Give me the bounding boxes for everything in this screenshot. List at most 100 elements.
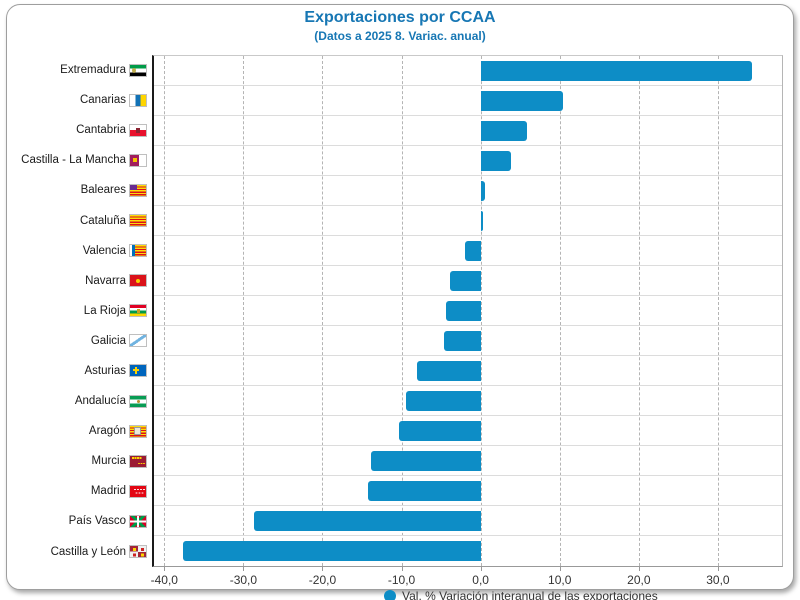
category-label: Murcia bbox=[91, 455, 126, 468]
flag-castilla-la-mancha-icon bbox=[129, 153, 147, 167]
plot-row bbox=[154, 236, 782, 266]
category-row: Cataluña bbox=[0, 205, 148, 235]
plot-row bbox=[154, 56, 782, 86]
tick-label: -20,0 bbox=[308, 573, 337, 587]
plot-row bbox=[154, 176, 782, 206]
flag-murcia-icon bbox=[129, 454, 147, 468]
category-label: Canarias bbox=[79, 94, 126, 107]
vertical-gridline bbox=[638, 56, 640, 566]
plot-row bbox=[154, 146, 782, 176]
vertical-gridline bbox=[322, 56, 324, 566]
flag-castilla-y-leon-icon bbox=[129, 545, 147, 559]
category-label: Valencia bbox=[82, 244, 126, 257]
flag-la-rioja-icon bbox=[129, 304, 147, 318]
plot-row bbox=[154, 476, 782, 506]
chart-title: Exportaciones por CCAA bbox=[304, 9, 496, 26]
vertical-gridline bbox=[243, 56, 245, 566]
tick-mark bbox=[164, 567, 166, 571]
category-label: Navarra bbox=[85, 274, 126, 287]
category-row: Aragón bbox=[0, 416, 148, 446]
flag-canarias-icon bbox=[129, 93, 147, 107]
category-label: País Vasco bbox=[68, 515, 126, 528]
vertical-gridline bbox=[164, 56, 166, 566]
category-row: Asturias bbox=[0, 356, 148, 386]
bar[interactable] bbox=[449, 271, 481, 291]
bar[interactable] bbox=[445, 301, 481, 321]
category-row: Galicia bbox=[0, 326, 148, 356]
category-row: Castilla - La Mancha bbox=[0, 145, 148, 175]
tick-mark bbox=[401, 567, 403, 571]
bar[interactable] bbox=[417, 361, 481, 381]
category-label: Castilla y León bbox=[50, 545, 126, 558]
category-row: Castilla y León bbox=[0, 537, 148, 567]
tick-mark bbox=[559, 567, 561, 571]
vertical-gridline bbox=[717, 56, 719, 566]
tick-mark bbox=[480, 567, 482, 571]
vertical-gridline bbox=[480, 56, 482, 566]
flag-asturias-icon bbox=[129, 364, 147, 378]
bar[interactable] bbox=[480, 211, 483, 231]
tick-label: -40,0 bbox=[150, 573, 178, 587]
category-row: Navarra bbox=[0, 266, 148, 296]
bar[interactable] bbox=[254, 511, 481, 531]
category-label: Baleares bbox=[80, 184, 126, 197]
plot-row bbox=[154, 116, 782, 146]
vertical-gridline bbox=[401, 56, 403, 566]
category-row: Madrid bbox=[0, 476, 148, 506]
vertical-gridline bbox=[559, 56, 561, 566]
flag-valencia-icon bbox=[129, 244, 147, 258]
bar[interactable] bbox=[480, 181, 485, 201]
tick-label: -30,0 bbox=[229, 573, 258, 587]
flag-baleares-icon bbox=[129, 183, 147, 197]
legend-item[interactable]: Val. % Variación interanual de las expor… bbox=[384, 589, 658, 600]
category-row: Baleares bbox=[0, 175, 148, 205]
legend-marker-icon bbox=[384, 590, 396, 600]
category-row: Extremadura bbox=[0, 55, 148, 85]
bar[interactable] bbox=[480, 61, 752, 81]
category-row: La Rioja bbox=[0, 296, 148, 326]
category-label: Cataluña bbox=[79, 214, 126, 227]
bar[interactable] bbox=[480, 91, 563, 111]
flag-aragon-icon bbox=[129, 424, 147, 438]
category-row: Andalucía bbox=[0, 386, 148, 416]
x-axis: -40,0 -30,0 -20,0 -10,0 0,0 10,0 20,0 30,0 bbox=[150, 567, 785, 597]
bar[interactable] bbox=[370, 451, 481, 471]
plot-row bbox=[154, 206, 782, 236]
plot-inner bbox=[154, 56, 782, 566]
plot-row bbox=[154, 506, 782, 536]
bar[interactable] bbox=[399, 421, 481, 441]
category-row: Valencia bbox=[0, 236, 148, 266]
tick-label: -10,0 bbox=[387, 573, 416, 587]
plot-row bbox=[154, 266, 782, 296]
plot-row bbox=[154, 326, 782, 356]
category-label: Cantabria bbox=[76, 124, 126, 137]
plot-row bbox=[154, 86, 782, 116]
bar[interactable] bbox=[480, 151, 511, 171]
category-label: Aragón bbox=[88, 425, 126, 438]
tick-label: 10,0 bbox=[548, 573, 572, 587]
category-label: Andalucía bbox=[74, 395, 126, 408]
flag-navarra-icon bbox=[129, 274, 147, 288]
plot-row bbox=[154, 386, 782, 416]
category-row: Cantabria bbox=[0, 115, 148, 145]
chart-subtitle: (Datos a 2025 8. Variac. anual) bbox=[314, 29, 486, 43]
bar[interactable] bbox=[405, 391, 481, 411]
flag-cataluna-icon bbox=[129, 214, 147, 228]
bar[interactable] bbox=[183, 541, 481, 561]
bar[interactable] bbox=[480, 121, 528, 141]
flag-cantabria-icon bbox=[129, 123, 147, 137]
plot-row bbox=[154, 536, 782, 566]
category-label: Galicia bbox=[90, 334, 126, 347]
category-row: País Vasco bbox=[0, 506, 148, 536]
plot-row bbox=[154, 296, 782, 326]
category-label: Castilla - La Mancha bbox=[21, 154, 126, 167]
tick-mark bbox=[638, 567, 640, 571]
category-axis: Extremadura Canarias Cantabria Castilla - L… bbox=[0, 55, 148, 567]
bar[interactable] bbox=[368, 481, 481, 501]
tick-mark bbox=[243, 567, 245, 571]
category-row: Canarias bbox=[0, 85, 148, 115]
flag-pais-vasco-icon bbox=[129, 514, 147, 528]
category-row: Murcia bbox=[0, 446, 148, 476]
bar[interactable] bbox=[464, 241, 481, 261]
bar[interactable] bbox=[444, 331, 481, 351]
